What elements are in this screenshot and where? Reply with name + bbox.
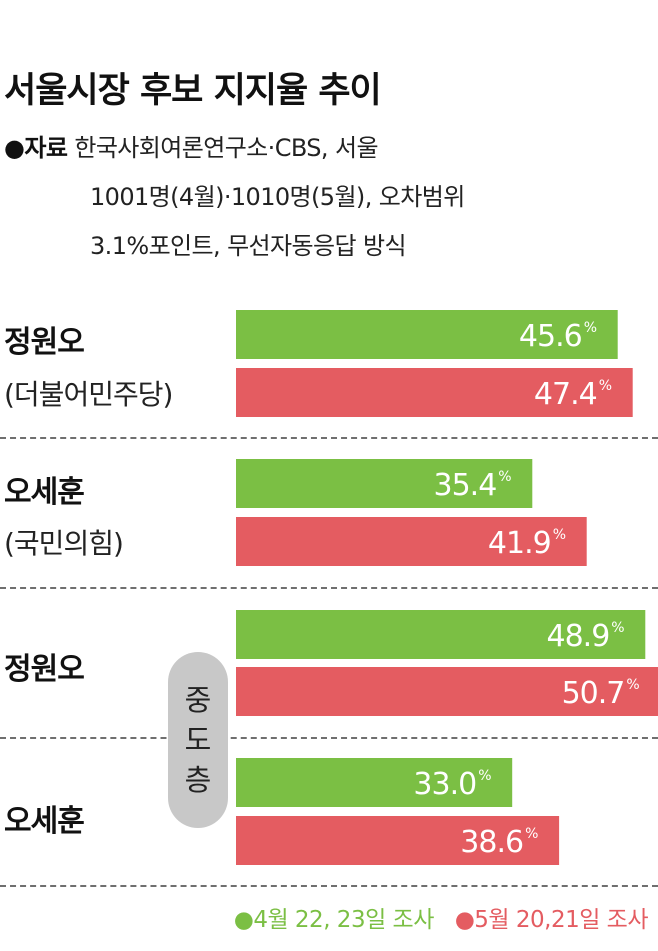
source-line-1: ●자료 한국사회여론연구소·CBS, 서울	[4, 124, 465, 173]
subgroup-char-0: 중	[184, 683, 212, 717]
source-line-3: 3.1%포인트, 무선자동응답 방식	[90, 232, 407, 260]
legend-item-april: ●4월 22, 23일 조사	[233, 907, 435, 933]
group-1-name: 정원오	[4, 325, 85, 360]
value-label-april-4: 33.0	[413, 767, 476, 802]
legend-item-may: ●5월 20,21일 조사	[454, 907, 649, 933]
group-1-party: (더불어민주당)	[4, 378, 173, 411]
bar-may-2	[236, 517, 587, 566]
bar-may-3	[236, 667, 658, 716]
value-label-april-3: 48.9	[547, 619, 610, 654]
unit-label-april-3: %	[611, 620, 624, 636]
source-label: ●자료	[4, 134, 68, 162]
value-label-may-1: 47.4	[534, 377, 597, 412]
unit-label-may-3: %	[626, 677, 639, 693]
legend: ●4월 22, 23일 조사 ●5월 20,21일 조사	[220, 900, 649, 934]
value-label-may-4: 38.6	[460, 825, 523, 860]
bar-april-2	[236, 459, 533, 508]
group-2-party: (국민의힘)	[4, 527, 124, 560]
divider-1	[0, 437, 658, 439]
chart-title: 서울시장 후보 지지율 추이	[4, 71, 382, 111]
unit-label-april-4: %	[478, 768, 491, 784]
value-label-april-1: 45.6	[519, 319, 582, 354]
unit-label-may-2: %	[553, 527, 566, 543]
unit-label-may-4: %	[525, 826, 538, 842]
bar-may-4	[236, 816, 560, 865]
bar-april-4	[236, 758, 513, 807]
value-label-may-2: 41.9	[488, 526, 551, 561]
unit-label-april-2: %	[498, 469, 511, 485]
value-label-april-2: 35.4	[434, 468, 497, 503]
divider-4	[0, 885, 658, 887]
group-4-name: 오세훈	[4, 804, 85, 839]
source-block: ●자료 한국사회여론연구소·CBS, 서울 1001명(4월)·1010명(5월…	[4, 124, 465, 271]
unit-label-april-1: %	[584, 320, 597, 336]
group-2-name: 오세훈	[4, 475, 85, 510]
source-text-1: 한국사회여론연구소·CBS, 서울	[74, 134, 378, 162]
source-line-2: 1001명(4월)·1010명(5월), 오차범위	[90, 183, 465, 211]
value-label-may-3: 50.7	[562, 676, 625, 711]
unit-label-may-1: %	[599, 378, 612, 394]
group-3-name: 정원오	[4, 652, 85, 687]
bar-april-3	[236, 610, 646, 659]
divider-3	[0, 737, 658, 739]
subgroup-char-1: 도	[184, 723, 212, 757]
subgroup-char-2: 층	[184, 763, 212, 797]
bar-april-1	[236, 310, 618, 359]
divider-2	[0, 587, 658, 589]
bar-may-1	[236, 368, 633, 417]
